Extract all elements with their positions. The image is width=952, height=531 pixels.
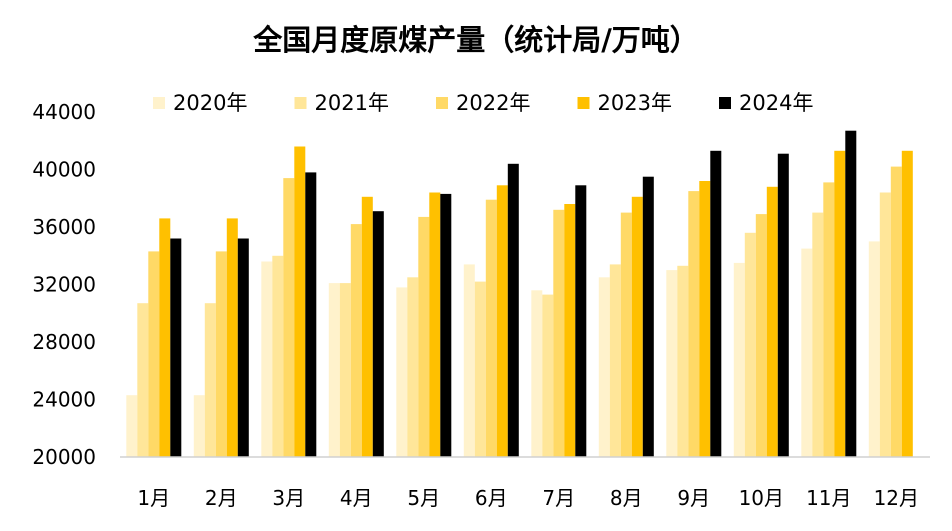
bar-2020年-4月 (328, 283, 340, 457)
chart-title: 全国月度原煤产量（统计局/万吨） (252, 23, 699, 57)
bar-2023年-2月 (226, 218, 238, 457)
bar-2023年-3月 (294, 146, 306, 457)
bar-2023年-9月 (699, 181, 711, 457)
x-tick-label: 4月 (340, 486, 373, 510)
x-axis: 1月 2月 3月 4月 5月 6月 7月 8月 9月 10月 11月 12月 (137, 486, 919, 510)
bar-2021年-6月 (474, 281, 486, 457)
bar-2020年-9月 (666, 270, 678, 457)
bar-2020年-2月 (193, 395, 205, 457)
bar-2022年-3月 (283, 178, 295, 457)
bar-2023年-1月 (159, 218, 171, 457)
bar-2022年-8月 (620, 212, 632, 457)
bar-2022年-1月 (148, 251, 160, 457)
bar-2023年-5月 (429, 192, 441, 457)
bar-2022年-4月 (350, 224, 362, 457)
bar-2024年-5月 (440, 193, 452, 457)
bar-2020年-7月 (531, 290, 543, 458)
legend: 2020年 2021年 2022年 2023年 2024年 (153, 91, 813, 115)
legend-label: 2020年 (173, 91, 247, 115)
bar-2024年-10月 (777, 153, 789, 457)
bar-2020年-8月 (598, 277, 610, 457)
bar-2021年-12月 (879, 192, 891, 457)
bar-2024年-4月 (372, 211, 384, 457)
bar-2022年-9月 (688, 191, 700, 457)
y-tick-label: 32000 (32, 273, 96, 297)
bar-2021年-7月 (542, 294, 554, 457)
bar-2024年-11月 (845, 130, 857, 457)
bar-2022年-2月 (215, 251, 227, 457)
y-tick-label: 44000 (32, 100, 96, 124)
bar-2020年-3月 (261, 261, 273, 457)
bar-2023年-11月 (834, 150, 846, 458)
legend-label: 2022年 (456, 91, 530, 115)
y-tick-label: 40000 (32, 158, 96, 182)
bar-2024年-8月 (642, 176, 654, 457)
legend-swatch-2022年 (436, 97, 448, 109)
x-tick-label: 10月 (739, 486, 784, 510)
legend-swatch-2023年 (577, 97, 590, 109)
y-tick-label: 20000 (32, 445, 96, 469)
bar-2021年-2月 (204, 303, 216, 457)
legend-swatch-2021年 (294, 97, 307, 109)
bar-2022年-11月 (823, 182, 835, 457)
bar-2021年-10月 (744, 232, 756, 458)
x-tick-label: 9月 (677, 486, 710, 510)
x-tick-label: 1月 (137, 486, 170, 510)
bar-2020年-11月 (801, 248, 813, 457)
x-tick-label: 5月 (407, 486, 440, 510)
bar-2021年-9月 (677, 265, 689, 457)
x-tick-label: 11月 (806, 486, 851, 510)
bar-2020年-12月 (868, 241, 880, 457)
x-tick-label: 7月 (542, 486, 575, 510)
bar-2021年-1月 (137, 303, 149, 457)
bar-2021年-3月 (272, 255, 284, 458)
legend-swatch-2024年 (719, 97, 731, 109)
bar-2024年-7月 (575, 185, 587, 458)
y-tick-label: 28000 (32, 330, 96, 354)
bar-2023年-12月 (901, 150, 913, 458)
legend-label: 2024年 (739, 91, 813, 115)
bar-2021年-5月 (407, 277, 419, 457)
bar-2024年-3月 (305, 172, 317, 457)
bar-2021年-11月 (812, 212, 824, 457)
bar-2021年-8月 (609, 264, 621, 457)
bars (126, 130, 913, 458)
x-tick-label: 3月 (272, 486, 305, 510)
bar-2024年-2月 (237, 238, 249, 457)
bar-2024年-9月 (710, 150, 722, 458)
bar-2021年-4月 (339, 283, 351, 457)
y-tick-label: 24000 (32, 388, 96, 412)
bar-2022年-5月 (418, 216, 430, 457)
legend-swatch-2020年 (153, 97, 165, 109)
bar-2023年-4月 (361, 196, 373, 458)
x-tick-label: 12月 (874, 486, 919, 510)
bar-2024年-6月 (507, 163, 519, 458)
bar-2023年-7月 (564, 204, 576, 457)
bar-2023年-8月 (631, 196, 643, 458)
bar-2020年-6月 (463, 264, 475, 457)
bar-2020年-1月 (126, 395, 138, 457)
bar-2024年-1月 (170, 238, 182, 457)
bar-2022年-7月 (553, 209, 565, 458)
y-axis: 20000 24000 28000 32000 36000 40000 44000 (32, 100, 96, 469)
x-tick-label: 2月 (205, 486, 238, 510)
bar-2020年-10月 (733, 262, 745, 457)
y-tick-label: 36000 (32, 215, 96, 239)
bar-2022年-10月 (755, 214, 767, 457)
bar-2022年-6月 (485, 199, 497, 457)
legend-label: 2021年 (315, 91, 389, 115)
bar-2023年-10月 (766, 186, 778, 458)
bar-2023年-6月 (496, 185, 508, 458)
x-tick-label: 8月 (610, 486, 643, 510)
bar-2020年-5月 (396, 287, 408, 457)
legend-label: 2023年 (598, 91, 672, 115)
x-tick-label: 6月 (475, 486, 508, 510)
bar-2022年-12月 (890, 166, 902, 457)
